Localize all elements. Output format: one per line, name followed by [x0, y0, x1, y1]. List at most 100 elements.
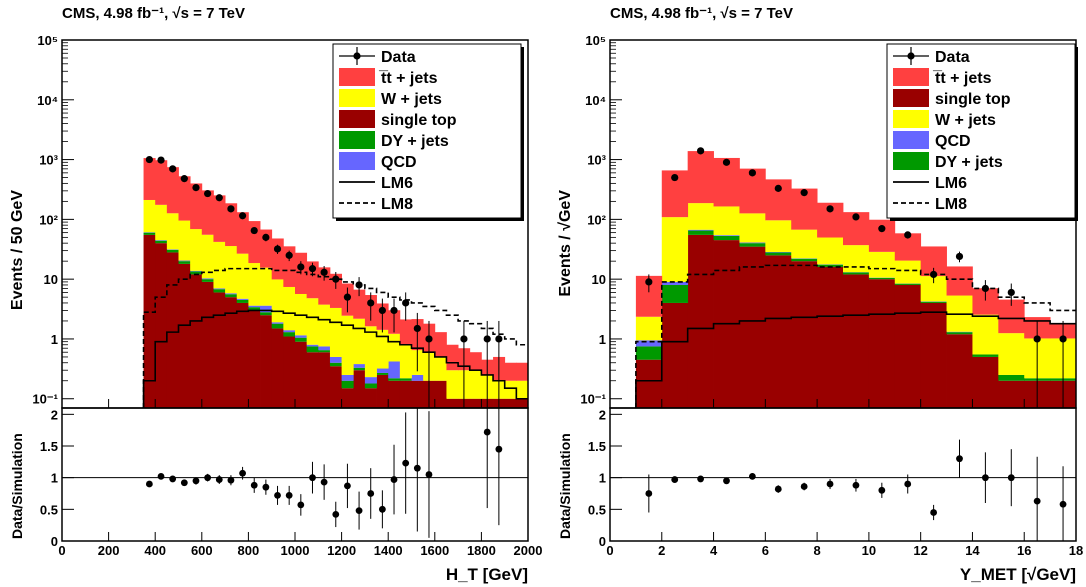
bar-ttbar: [868, 219, 896, 252]
y-tick-label: 1: [599, 332, 606, 347]
line-lm8: [635, 264, 1076, 408]
data-point: [262, 233, 270, 241]
bar-wjets: [739, 213, 766, 243]
bar-qcd: [687, 229, 714, 231]
x-tick-label: 18: [1069, 543, 1083, 558]
bar-ttbar: [434, 332, 447, 357]
data-point: [355, 281, 363, 289]
ratio-point: [956, 455, 963, 463]
bar-dyjets: [329, 362, 342, 367]
bar-wjets: [353, 318, 366, 365]
ratio-point: [800, 483, 808, 490]
x-tick-label: 1400: [374, 543, 403, 558]
bar-wjets: [225, 246, 238, 294]
x-tick-label: 14: [965, 543, 980, 558]
bar-wjets: [236, 253, 249, 299]
y-tick-label: 10: [44, 272, 58, 287]
x-tick-label: 12: [913, 543, 927, 558]
data-point: [645, 278, 653, 286]
data-point: [378, 306, 386, 315]
data-point: [169, 165, 177, 173]
bar-dyjets: [353, 367, 366, 371]
data-point: [308, 265, 317, 273]
legend-label: DY + jets: [381, 133, 449, 150]
bar-dyjets: [868, 277, 896, 280]
bar-wjets: [894, 260, 922, 284]
legend-key-singletop: [893, 89, 929, 107]
bar-dyjets: [201, 279, 214, 282]
bar-dyjets: [920, 301, 947, 303]
bar-wjets: [791, 229, 818, 259]
bar-wjets: [399, 344, 412, 379]
bar-wjets: [635, 316, 663, 341]
data-point: [297, 263, 305, 271]
line-lm6: [635, 311, 1076, 408]
bar-ttbar: [271, 238, 284, 280]
data-point: [227, 205, 235, 213]
bar-wjets: [306, 298, 319, 345]
bar-dyjets: [143, 232, 156, 235]
data-point: [250, 226, 258, 235]
bar-qcd: [213, 288, 226, 290]
data-point: [332, 275, 340, 283]
x-tick-label: 1000: [281, 543, 310, 558]
ratio-y-tick-label: 1: [599, 471, 606, 486]
bar-ttbar: [236, 212, 249, 254]
bar-qcd: [271, 322, 284, 324]
y-tick-label: 10⁵: [585, 33, 606, 48]
bar-singletop: [213, 292, 226, 408]
panel-1: 0 200 400 600 800 1000 1200 1400 1600 1800 2000 10⁻…: [9, 5, 542, 584]
data-point: [748, 169, 756, 177]
bar-qcd: [388, 361, 401, 379]
ratio-point: [1059, 500, 1067, 508]
bar-singletop: [248, 310, 261, 408]
bar-dyjets: [765, 252, 792, 256]
legend-label: Data: [935, 49, 970, 66]
legend-key-wjets: [893, 110, 929, 128]
bar-wjets: [713, 206, 740, 236]
bar-singletop: [446, 398, 459, 408]
bar-wjets: [998, 333, 1025, 375]
legend-label: LM8: [381, 196, 413, 213]
bar-dyjets: [178, 261, 191, 264]
bar-singletop: [260, 315, 273, 408]
x-tick-label: 0: [606, 543, 613, 558]
ratio-point: [981, 474, 989, 482]
legend-label: QCD: [381, 154, 417, 171]
data-point: [495, 335, 503, 343]
bar-singletop: [765, 255, 792, 408]
x-tick-label: 2: [658, 543, 665, 558]
bar-ttbar: [713, 157, 740, 207]
bar-dyjets: [399, 378, 412, 381]
x-tick-label: 800: [238, 543, 260, 558]
x-axis-label: Y_MET [√GeV]: [960, 565, 1076, 584]
ratio-y-tick-label: 0.5: [588, 502, 606, 517]
ratio-point: [192, 477, 200, 485]
legend-key-singletop: [339, 110, 375, 128]
ratio-point: [274, 492, 281, 499]
bar-singletop: [635, 359, 663, 408]
bar-wjets: [765, 220, 792, 252]
ratio-point: [344, 482, 351, 490]
bar-dyjets: [225, 294, 238, 298]
ratio-point: [483, 428, 491, 436]
data-point: [955, 252, 964, 261]
bar-dyjets: [260, 312, 273, 316]
bar-singletop: [661, 302, 689, 408]
data-point: [157, 156, 165, 164]
y-tick-label: 1: [51, 332, 58, 347]
bar-ttbar: [946, 266, 973, 296]
bar-wjets: [817, 237, 844, 265]
x-tick-label: 1600: [420, 543, 449, 558]
ratio-point: [495, 445, 503, 453]
y-tick-label: 10²: [39, 212, 58, 227]
ratio-point: [671, 476, 679, 483]
data-point: [343, 293, 352, 301]
y-tick-label: 10⁴: [585, 93, 606, 108]
bar-singletop: [399, 380, 412, 408]
bar-ttbar: [155, 160, 168, 205]
ratio-point: [367, 490, 375, 497]
ratio-point: [930, 509, 938, 516]
bar-singletop: [868, 279, 896, 408]
ratio-frame: [609, 407, 1077, 542]
